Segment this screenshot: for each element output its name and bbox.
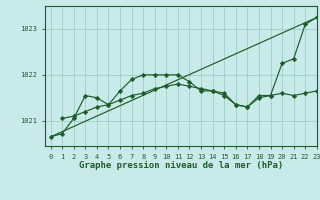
X-axis label: Graphe pression niveau de la mer (hPa): Graphe pression niveau de la mer (hPa): [79, 161, 283, 170]
